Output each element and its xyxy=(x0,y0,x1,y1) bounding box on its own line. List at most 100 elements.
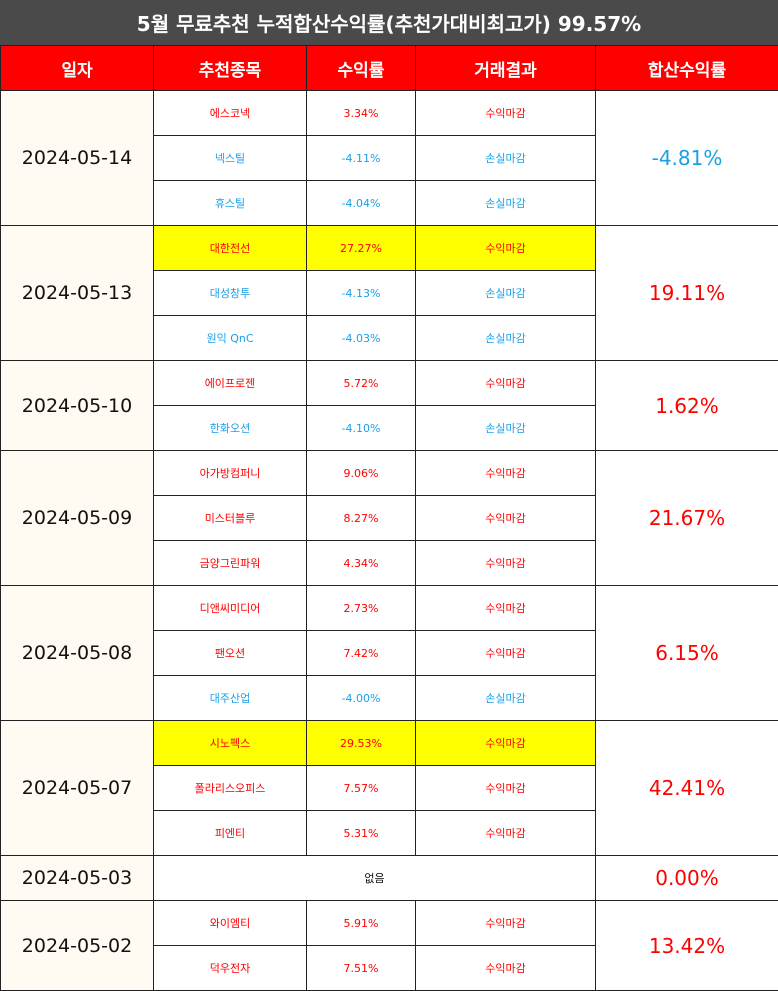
trade-result-cell: 수익마감 xyxy=(415,90,596,136)
stock-name-cell: 덕우전자 xyxy=(153,945,307,991)
table-row: 넥스틸 -4.11% 손실마감 xyxy=(1,135,778,181)
table-row: 2024-05-13 대한전선 27.27% 수익마감 19.11% xyxy=(0,225,778,361)
trade-result-cell: 수익마감 xyxy=(415,945,596,991)
trade-result-cell: 수익마감 xyxy=(415,495,596,541)
combined-return-cell: 1.62% xyxy=(595,360,778,451)
page-title: 5월 무료추천 누적합산수익률(추천가대비최고가) 99.57% xyxy=(0,0,778,46)
stock-name-cell: 원익 QnC xyxy=(153,315,307,361)
combined-return-cell: 0.00% xyxy=(595,855,778,901)
stock-name-cell: 디앤씨미디어 xyxy=(153,585,307,631)
header-rate: 수익률 xyxy=(306,45,416,91)
stock-name-cell: 아가방컴퍼니 xyxy=(153,450,307,496)
trade-result-cell: 수익마감 xyxy=(415,630,596,676)
date-cell: 2024-05-07 xyxy=(0,720,154,856)
table-header-row: 일자 추천종목 수익률 거래결과 합산수익률 xyxy=(0,45,778,91)
stock-name-cell: 대성창투 xyxy=(153,270,307,316)
stock-name-cell: 와이엠티 xyxy=(153,900,307,946)
return-rate-cell: 7.57% xyxy=(306,765,416,811)
table-row: 휴스틸 -4.04% 손실마감 xyxy=(1,180,778,226)
return-rate-cell: 8.27% xyxy=(306,495,416,541)
return-rate-cell: 5.31% xyxy=(306,810,416,856)
combined-return-cell: 19.11% xyxy=(595,225,778,361)
date-cell: 2024-05-09 xyxy=(0,450,154,586)
trade-result-cell: 수익마감 xyxy=(415,225,596,271)
trade-result-cell: 수익마감 xyxy=(415,810,596,856)
return-rate-cell: 9.06% xyxy=(306,450,416,496)
return-rate-cell: -4.10% xyxy=(306,405,416,451)
stock-name-cell: 대한전선 xyxy=(153,225,307,271)
table-row: 원익 QnC -4.03% 손실마감 xyxy=(1,315,778,361)
trade-result-cell: 손실마감 xyxy=(415,135,596,181)
header-result: 거래결과 xyxy=(415,45,596,91)
trade-result-cell: 수익마감 xyxy=(415,720,596,766)
no-recommendation-cell: 없음 xyxy=(153,855,596,901)
stock-name-cell: 폴라리스오피스 xyxy=(153,765,307,811)
stock-name-cell: 한화오션 xyxy=(153,405,307,451)
return-rate-cell: 4.34% xyxy=(306,540,416,586)
date-cell: 2024-05-08 xyxy=(0,585,154,721)
trade-result-cell: 손실마감 xyxy=(415,405,596,451)
return-rate-cell: 5.72% xyxy=(306,360,416,406)
stock-name-cell: 에스코넥 xyxy=(153,90,307,136)
date-cell: 2024-05-10 xyxy=(0,360,154,451)
stock-name-cell: 금양그린파워 xyxy=(153,540,307,586)
table-row: 2024-05-10 에이프로젠 5.72% 수익마감 1.62% xyxy=(0,360,778,451)
return-rate-cell: -4.04% xyxy=(306,180,416,226)
trade-result-cell: 수익마감 xyxy=(415,585,596,631)
return-rate-cell: 27.27% xyxy=(306,225,416,271)
table-row: 미스터블루 8.27% 수익마감 xyxy=(1,495,778,541)
trade-result-cell: 손실마감 xyxy=(415,315,596,361)
combined-return-cell: 13.42% xyxy=(595,900,778,991)
return-rate-cell: 7.42% xyxy=(306,630,416,676)
table-row: 2024-05-14 에스코넥 3.34% 수익마감 -4.81% xyxy=(0,90,778,226)
return-rate-cell: -4.13% xyxy=(306,270,416,316)
table-body: 2024-05-14 에스코넥 3.34% 수익마감 -4.81% 넥스틸 -4.11% 손실… xyxy=(0,90,778,991)
return-rate-cell: 2.73% xyxy=(306,585,416,631)
return-rate-cell: -4.03% xyxy=(306,315,416,361)
trade-result-cell: 수익마감 xyxy=(415,540,596,586)
date-cell: 2024-05-14 xyxy=(0,90,154,226)
trade-result-cell: 손실마감 xyxy=(415,180,596,226)
stock-name-cell: 피엔티 xyxy=(153,810,307,856)
header-stock: 추천종목 xyxy=(153,45,307,91)
table-row: 덕우전자 7.51% 수익마감 xyxy=(1,945,778,991)
combined-return-cell: -4.81% xyxy=(595,90,778,226)
table-row: 2024-05-08 디앤씨미디어 2.73% 수익마감 6.15% xyxy=(0,585,778,721)
table-row: 금양그린파워 4.34% 수익마감 xyxy=(1,540,778,586)
stock-name-cell: 시노펙스 xyxy=(153,720,307,766)
trade-result-cell: 손실마감 xyxy=(415,675,596,721)
return-rate-cell: 29.53% xyxy=(306,720,416,766)
table-row: 대주산업 -4.00% 손실마감 xyxy=(1,675,778,721)
table-row: 2024-05-07 시노펙스 29.53% 수익마감 42.41% xyxy=(0,720,778,856)
return-rate-cell: -4.00% xyxy=(306,675,416,721)
table-row: 폴라리스오피스 7.57% 수익마감 xyxy=(1,765,778,811)
header-total: 합산수익률 xyxy=(595,45,778,91)
trade-result-cell: 수익마감 xyxy=(415,450,596,496)
stock-name-cell: 미스터블루 xyxy=(153,495,307,541)
trade-result-cell: 수익마감 xyxy=(415,765,596,811)
return-rate-cell: 3.34% xyxy=(306,90,416,136)
table-row: 한화오션 -4.10% 손실마감 xyxy=(1,405,778,451)
stock-name-cell: 휴스틸 xyxy=(153,180,307,226)
return-rate-cell: 7.51% xyxy=(306,945,416,991)
date-cell: 2024-05-13 xyxy=(0,225,154,361)
combined-return-cell: 6.15% xyxy=(595,585,778,721)
recommendation-table: 일자 추천종목 수익률 거래결과 합산수익률 2024-05-14 에스코넥 3.3… xyxy=(0,45,778,991)
date-cell: 2024-05-03 xyxy=(0,855,154,901)
table-row: 2024-05-02 와이엠티 5.91% 수익마감 13.42% xyxy=(0,900,778,991)
table-row: 피엔티 5.31% 수익마감 xyxy=(1,810,778,856)
stock-name-cell: 넥스틸 xyxy=(153,135,307,181)
trade-result-cell: 손실마감 xyxy=(415,270,596,316)
return-rate-cell: -4.11% xyxy=(306,135,416,181)
combined-return-cell: 21.67% xyxy=(595,450,778,586)
stock-name-cell: 에이프로젠 xyxy=(153,360,307,406)
return-rate-cell: 5.91% xyxy=(306,900,416,946)
table-row: 2024-05-09 아가방컴퍼니 9.06% 수익마감 21.67% xyxy=(0,450,778,586)
trade-result-cell: 수익마감 xyxy=(415,360,596,406)
header-date: 일자 xyxy=(0,45,154,91)
stock-name-cell: 팬오션 xyxy=(153,630,307,676)
stock-name-cell: 대주산업 xyxy=(153,675,307,721)
combined-return-cell: 42.41% xyxy=(595,720,778,856)
table-row: 대성창투 -4.13% 손실마감 xyxy=(1,270,778,316)
table-row: 팬오션 7.42% 수익마감 xyxy=(1,630,778,676)
